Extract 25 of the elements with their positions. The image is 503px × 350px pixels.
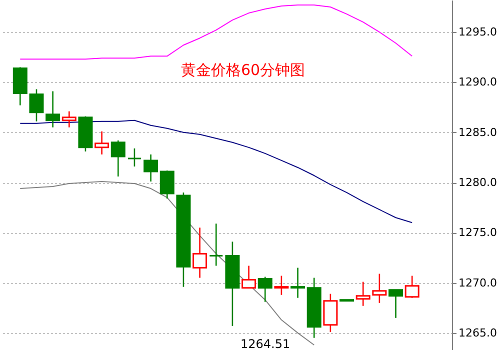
y-tick-label: 1280.0 xyxy=(458,176,497,190)
line-series xyxy=(20,4,413,60)
candlestick xyxy=(62,110,76,128)
candlestick xyxy=(144,154,158,182)
candlestick xyxy=(388,289,404,319)
candlestick xyxy=(160,170,174,200)
y-tick-label: 1290.0 xyxy=(458,76,497,89)
annotation: 1264.51 xyxy=(240,336,290,350)
candlestick xyxy=(242,265,256,289)
candlestick xyxy=(94,130,110,156)
y-tick-label: 1270.0 xyxy=(458,276,497,290)
y-tick-label: 1285.0 xyxy=(458,126,497,139)
candlestick xyxy=(274,275,289,296)
candlestick xyxy=(192,227,208,278)
y-tick-label: 1275.0 xyxy=(458,226,497,240)
candlestick xyxy=(127,148,142,168)
candlestick xyxy=(46,90,60,128)
candlestick xyxy=(258,276,272,303)
candlestick xyxy=(404,275,420,298)
candlestick xyxy=(208,222,224,266)
y-tick-label: 1265.0 xyxy=(458,326,497,340)
candlestick xyxy=(110,140,126,178)
y-tick-label: 1295.0 xyxy=(458,26,497,39)
candlestick xyxy=(290,267,306,298)
text: 黄金价格60分钟图 xyxy=(180,61,306,79)
